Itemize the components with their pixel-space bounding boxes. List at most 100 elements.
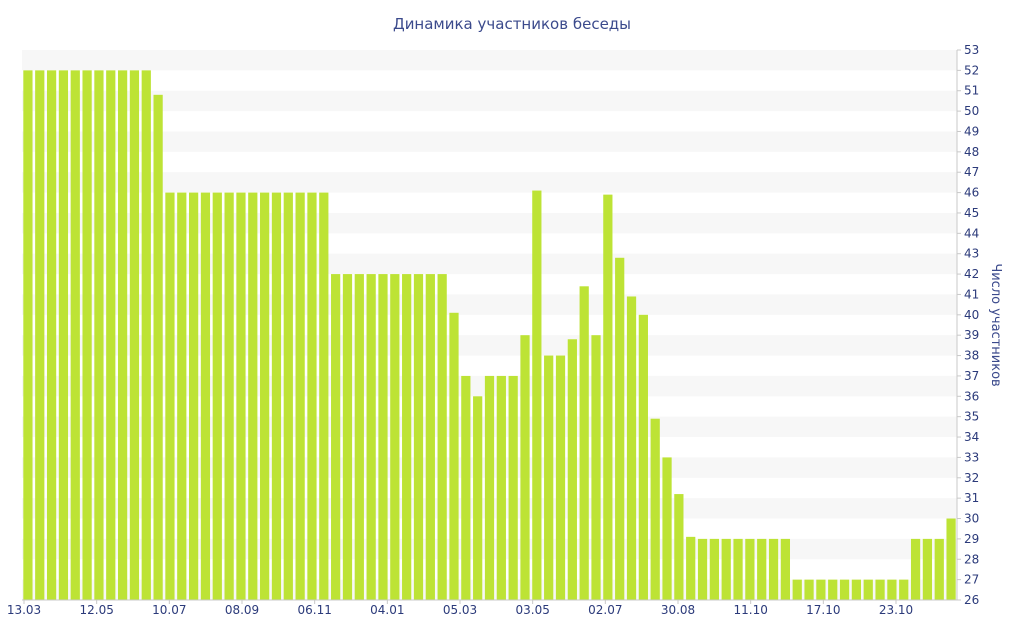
- y-tick-label: 45: [964, 206, 979, 220]
- y-tick-label: 47: [964, 165, 979, 179]
- bar: [496, 375, 506, 600]
- bar: [271, 192, 282, 600]
- bar: [188, 192, 199, 600]
- x-axis-ticks: 13.03 12.05 10.07 08.09 06.11 04.01 05.03 03.05…: [7, 600, 913, 617]
- y-axis-label: Число участников: [988, 263, 1003, 386]
- y-tick-label: 42: [964, 267, 979, 281]
- bar: [934, 538, 944, 600]
- y-tick-label: 34: [964, 430, 979, 444]
- bar: [508, 375, 518, 600]
- bar: [792, 579, 802, 600]
- bar: [721, 538, 731, 600]
- bar: [887, 579, 897, 600]
- y-tick-label: 52: [964, 63, 979, 77]
- bar: [473, 396, 483, 600]
- bar: [354, 274, 364, 600]
- bar: [283, 192, 293, 600]
- grid-band: [22, 50, 957, 71]
- y-tick-label: 27: [964, 573, 979, 587]
- bar: [745, 538, 755, 600]
- x-tick-label: 17.10: [806, 603, 840, 617]
- bar: [331, 274, 341, 600]
- x-tick-label: 02.07: [588, 603, 622, 617]
- bar: [638, 314, 648, 600]
- bar: [366, 274, 376, 600]
- y-tick-label: 28: [964, 552, 979, 566]
- bar: [768, 538, 779, 600]
- y-tick-label: 44: [964, 226, 979, 240]
- bar: [922, 538, 933, 600]
- bar: [709, 538, 719, 600]
- x-tick-label: 11.10: [733, 603, 767, 617]
- bar: [390, 274, 400, 600]
- y-tick-label: 39: [964, 328, 979, 342]
- bar: [224, 192, 234, 600]
- bar: [555, 355, 566, 600]
- bar: [58, 70, 69, 601]
- bar: [946, 518, 956, 600]
- bar: [307, 192, 317, 600]
- bar: [402, 274, 412, 600]
- bar: [757, 538, 767, 600]
- bar: [532, 190, 542, 601]
- bar: [236, 192, 246, 600]
- bar: [70, 70, 80, 601]
- y-tick-label: 31: [964, 491, 979, 505]
- y-tick-label: 41: [964, 287, 979, 301]
- y-tick-label: 29: [964, 532, 979, 546]
- bar: [520, 335, 530, 600]
- bar: [484, 375, 495, 600]
- bar: [35, 70, 45, 601]
- bar: [851, 579, 862, 600]
- x-tick-label: 04.01: [370, 603, 404, 617]
- bar: [828, 579, 838, 600]
- y-tick-label: 46: [964, 186, 979, 200]
- bar: [544, 355, 554, 600]
- grid-band: [22, 172, 957, 193]
- bar: [46, 70, 57, 601]
- bar: [425, 274, 435, 600]
- bar: [697, 538, 708, 600]
- y-tick-label: 26: [964, 593, 979, 607]
- x-tick-label: 03.05: [515, 603, 549, 617]
- bar: [579, 286, 589, 600]
- bar: [106, 70, 116, 601]
- bar: [248, 192, 258, 600]
- x-tick-label: 12.05: [79, 603, 113, 617]
- bar: [591, 335, 601, 600]
- bar: [378, 274, 388, 600]
- bar: [674, 494, 684, 600]
- bar: [177, 192, 187, 600]
- bar: [141, 70, 151, 601]
- y-tick-label: 37: [964, 369, 979, 383]
- y-tick-label: 35: [964, 410, 979, 424]
- bar: [910, 538, 921, 600]
- bar: [686, 536, 696, 600]
- bar: [319, 192, 329, 600]
- y-tick-label: 53: [964, 43, 979, 57]
- y-tick-label: 43: [964, 247, 979, 261]
- bar: [342, 274, 353, 600]
- bar: [603, 194, 613, 600]
- y-tick-label: 49: [964, 124, 979, 138]
- bar: [437, 274, 447, 600]
- y-tick-label: 48: [964, 145, 979, 159]
- x-tick-label: 30.08: [661, 603, 695, 617]
- grid-band: [22, 131, 957, 152]
- y-tick-label: 38: [964, 349, 979, 363]
- y-tick-label: 50: [964, 104, 979, 118]
- x-tick-label: 08.09: [225, 603, 259, 617]
- bar: [449, 312, 459, 600]
- y-tick-label: 30: [964, 512, 979, 526]
- x-tick-label: 23.10: [879, 603, 913, 617]
- y-tick-label: 32: [964, 471, 979, 485]
- y-axis-ticks: 26 27 28 29 30 31 32 33 34 35 36 37 38 39 40 41 42 43 44 45…: [957, 43, 979, 607]
- bar: [863, 579, 873, 600]
- y-tick-label: 33: [964, 450, 979, 464]
- bar: [295, 192, 305, 600]
- bar: [626, 296, 637, 600]
- bar: [615, 257, 625, 600]
- bar-series: [23, 70, 956, 601]
- y-tick-label: 36: [964, 389, 979, 403]
